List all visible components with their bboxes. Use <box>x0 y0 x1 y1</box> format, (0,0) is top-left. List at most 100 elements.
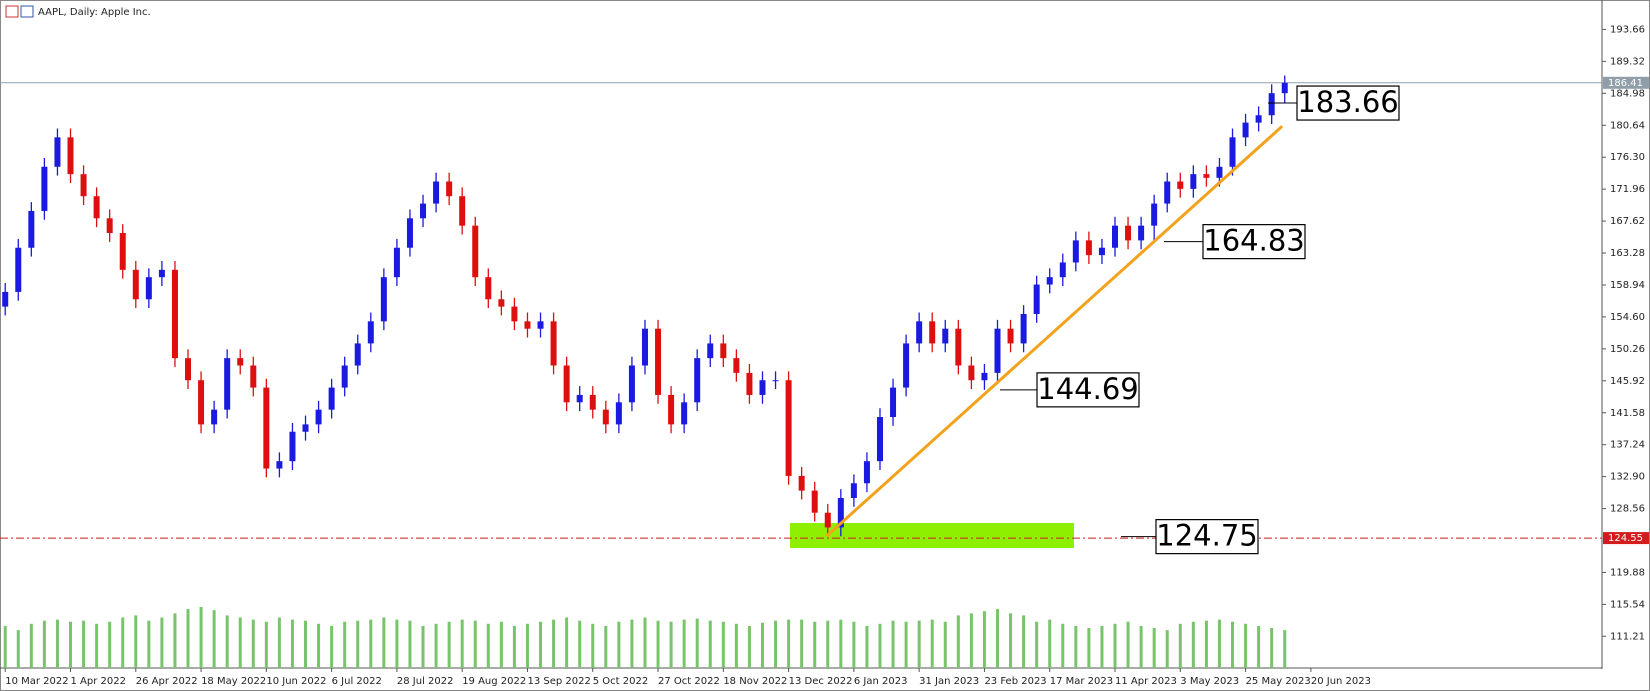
volume-bar <box>395 619 399 668</box>
x-tick-label: 1 Apr 2022 <box>71 676 126 687</box>
x-tick-label: 17 Mar 2023 <box>1050 676 1113 687</box>
candle-body <box>41 166 48 211</box>
volume-bar <box>656 620 660 668</box>
candle-body <box>772 380 779 382</box>
candle-body <box>681 402 688 425</box>
candle-body <box>1229 137 1236 167</box>
volume-bar <box>238 617 242 668</box>
candle-body <box>1085 240 1092 256</box>
volume-bar <box>813 621 817 668</box>
x-tick-label: 10 Mar 2022 <box>5 676 68 687</box>
volume-bar <box>55 619 59 668</box>
candle-body <box>1242 122 1249 138</box>
candle-body <box>119 233 126 270</box>
volume-bar <box>1257 625 1261 668</box>
y-tick-label: 163.28 <box>1610 248 1645 259</box>
volume-bar <box>1100 625 1104 668</box>
x-tick-label: 20 Jun 2023 <box>1311 676 1371 687</box>
title-icon <box>5 5 34 18</box>
volume-bar <box>904 621 908 668</box>
volume-bar <box>826 620 830 668</box>
volume-bar <box>930 619 934 668</box>
candle-body <box>1098 247 1105 256</box>
candle-body <box>641 328 648 366</box>
volume-bar <box>251 619 255 668</box>
y-tick-label: 167.62 <box>1610 216 1645 227</box>
volume-bar <box>330 625 334 668</box>
candle-body <box>367 321 374 344</box>
volume-bar <box>982 611 986 668</box>
y-tick-label: 158.94 <box>1610 280 1645 291</box>
candle-body <box>341 365 348 388</box>
candle-body <box>263 387 270 469</box>
volume-bar <box>708 620 712 668</box>
x-tick-label: 19 Aug 2022 <box>462 676 526 687</box>
volume-bar <box>734 623 738 668</box>
candle-body <box>433 181 440 204</box>
volume-bar <box>1087 628 1091 668</box>
candle-body <box>1072 240 1079 263</box>
volume-bar <box>1048 619 1052 668</box>
annotation-box <box>1036 372 1140 408</box>
annotation-label: 164.83 <box>1203 224 1304 258</box>
candle-body <box>876 417 883 462</box>
volume-bar <box>277 617 281 668</box>
candle-body <box>237 358 244 366</box>
volume-bar <box>617 621 621 668</box>
volume-bar <box>1231 621 1235 668</box>
volume-bar <box>1270 628 1274 668</box>
candle-body <box>942 328 949 344</box>
x-tick-label: 31 Jan 2023 <box>919 676 979 687</box>
candle-body <box>328 387 335 410</box>
volume-bar <box>943 621 947 668</box>
y-tick-label: 145.92 <box>1610 376 1645 387</box>
chart-title: AAPL, Daily: Apple Inc. <box>38 7 151 18</box>
candle-body <box>524 321 531 329</box>
y-tick-label: 189.32 <box>1610 56 1645 67</box>
y-tick-label: 111.21 <box>1610 631 1645 642</box>
candle-body <box>106 218 113 234</box>
volume-bar <box>29 623 33 668</box>
volume-bar <box>108 621 112 668</box>
x-tick-label: 5 Oct 2022 <box>593 676 648 687</box>
candle-body <box>406 218 413 248</box>
annotation-label: 124.75 <box>1156 519 1257 553</box>
candle-body <box>655 328 662 395</box>
candle-body <box>28 210 35 248</box>
candle-body <box>1203 174 1210 178</box>
volume-bar <box>1113 623 1117 668</box>
candle-body <box>511 306 518 322</box>
candle-body <box>1112 225 1119 248</box>
candle-body <box>589 394 596 410</box>
volume-bar <box>552 619 556 668</box>
volume-bar <box>917 620 921 668</box>
volume-bar <box>578 620 582 668</box>
volume-bar <box>95 623 99 668</box>
volume-bar <box>3 625 7 668</box>
x-tick-label: 3 May 2023 <box>1180 676 1239 687</box>
candle-body <box>850 483 857 498</box>
candle-body <box>485 277 492 300</box>
volume-bar <box>382 617 386 668</box>
candle-body <box>1281 82 1288 94</box>
candle-body <box>563 365 570 403</box>
candle-body <box>668 394 675 425</box>
volume-bar <box>69 621 73 668</box>
candle-body <box>576 394 583 403</box>
volume-bar <box>865 625 869 668</box>
candle-body <box>459 196 466 226</box>
volume-bar <box>186 609 190 668</box>
candle-body <box>67 137 74 175</box>
candle-body <box>811 490 818 513</box>
volume-bar <box>565 617 569 668</box>
candle-body <box>354 343 361 366</box>
icon <box>5 5 19 18</box>
candle-body <box>929 321 936 344</box>
volume-bar <box>290 619 294 668</box>
volume-bar <box>160 617 164 668</box>
volume-bar <box>408 620 412 668</box>
volume-bar <box>695 618 699 668</box>
candle-body <box>615 402 622 425</box>
candle-body <box>158 269 165 278</box>
